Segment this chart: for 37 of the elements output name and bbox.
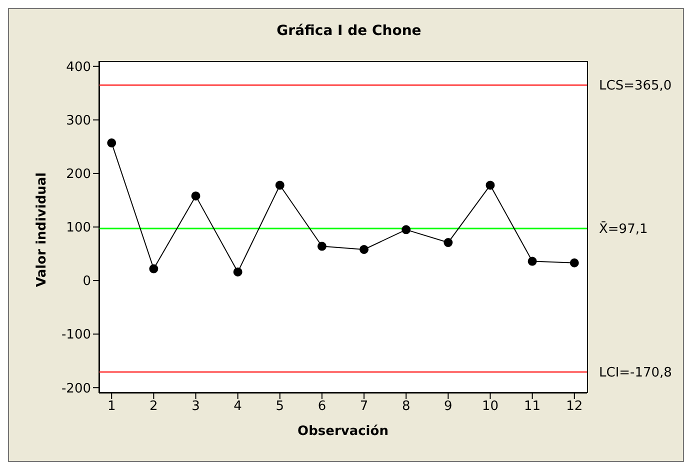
ref-line-label: LCS=365,0 xyxy=(599,78,672,94)
ref-line-label: X̄=97,1 xyxy=(599,220,648,238)
point xyxy=(275,180,284,190)
point xyxy=(149,264,158,274)
x-tick-label: 2 xyxy=(150,399,158,414)
point xyxy=(402,225,411,234)
ref-line-label: LCI=-170,8 xyxy=(599,366,672,381)
y-tick-label: 0 xyxy=(82,274,91,290)
y-tick-label: -100 xyxy=(61,328,91,343)
y-axis-title: Valor individual xyxy=(34,172,50,287)
point xyxy=(486,180,495,190)
y-tick-label: 400 xyxy=(66,60,91,75)
y-tick-label: -200 xyxy=(61,381,91,396)
x-tick-label: 1 xyxy=(107,399,116,414)
x-tick-label: 12 xyxy=(566,399,583,414)
y-tick-label: 100 xyxy=(66,220,91,236)
point xyxy=(528,256,537,266)
x-tick-label: 10 xyxy=(482,399,499,414)
point xyxy=(191,191,200,200)
x-tick-label: 3 xyxy=(192,399,200,414)
x-tick-label: 6 xyxy=(318,399,326,414)
x-tick-label: 5 xyxy=(276,399,284,414)
chart-title: Gráfica I de Chone xyxy=(276,23,422,39)
x-tick-label: 7 xyxy=(360,399,368,414)
x-tick-label: 8 xyxy=(402,399,410,414)
point xyxy=(570,258,579,268)
x-tick-label: 11 xyxy=(524,399,541,414)
point xyxy=(444,238,453,248)
point xyxy=(107,138,116,148)
point xyxy=(233,267,242,276)
point xyxy=(317,242,326,251)
point xyxy=(360,244,369,254)
y-tick-label: 200 xyxy=(66,167,91,182)
x-axis-title: Observación xyxy=(298,424,388,439)
x-tick-label: 9 xyxy=(444,399,452,414)
y-tick-label: 300 xyxy=(66,114,91,129)
x-tick-label: 4 xyxy=(234,399,242,414)
